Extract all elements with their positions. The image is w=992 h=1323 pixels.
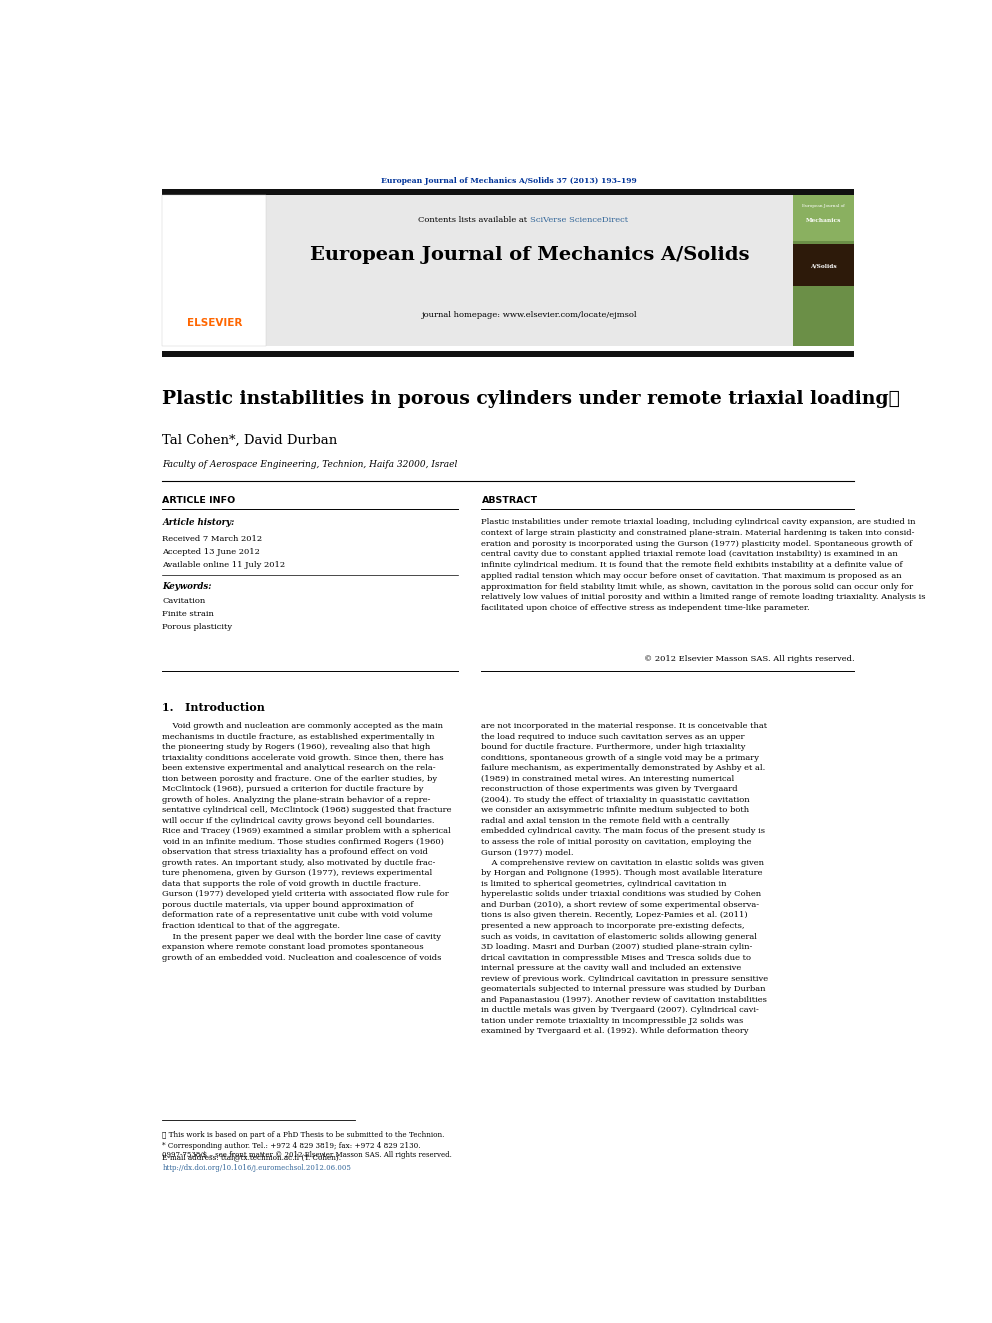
Text: Keywords:: Keywords: [163, 582, 212, 590]
Text: Porous plasticity: Porous plasticity [163, 623, 232, 631]
Text: Faculty of Aerospace Engineering, Technion, Haifa 32000, Israel: Faculty of Aerospace Engineering, Techni… [163, 460, 458, 470]
Text: E-mail address: ttal@tx.technion.ac.il (T. Cohen).: E-mail address: ttal@tx.technion.ac.il (… [163, 1154, 341, 1162]
Text: http://dx.doi.org/10.1016/j.euromechsol.2012.06.005: http://dx.doi.org/10.1016/j.euromechsol.… [163, 1164, 351, 1172]
Text: are not incorporated in the material response. It is conceivable that
the load r: are not incorporated in the material res… [481, 722, 769, 1035]
Text: ELSEVIER: ELSEVIER [186, 318, 242, 328]
Text: Cavitation: Cavitation [163, 597, 205, 605]
Text: Accepted 13 June 2012: Accepted 13 June 2012 [163, 548, 260, 556]
Bar [266, 196, 793, 347]
Text: 1.   Introduction: 1. Introduction [163, 701, 265, 713]
Bar [163, 189, 854, 196]
Bar [163, 352, 854, 357]
Text: ☆ This work is based on part of a PhD Thesis to be submitted to the Technion.: ☆ This work is based on part of a PhD Th… [163, 1131, 444, 1139]
Text: A/Solids: A/Solids [810, 263, 837, 269]
Bar [793, 243, 854, 286]
Text: European Journal of Mechanics A/Solids: European Journal of Mechanics A/Solids [310, 246, 749, 265]
Bar [793, 196, 854, 347]
Text: Plastic instabilities in porous cylinders under remote triaxial loading☆: Plastic instabilities in porous cylinder… [163, 390, 901, 407]
Text: European Journal of: European Journal of [803, 204, 845, 208]
Text: Received 7 March 2012: Received 7 March 2012 [163, 534, 263, 542]
Text: ABSTRACT: ABSTRACT [481, 496, 538, 505]
Text: Contents lists available at: Contents lists available at [418, 216, 530, 224]
Text: journal homepage: www.elsevier.com/locate/ejmsol: journal homepage: www.elsevier.com/locat… [422, 311, 637, 319]
Text: Plastic instabilities under remote triaxial loading, including cylindrical cavit: Plastic instabilities under remote triax… [481, 519, 926, 613]
Text: ARTICLE INFO: ARTICLE INFO [163, 496, 236, 505]
Text: Tal Cohen*, David Durban: Tal Cohen*, David Durban [163, 434, 337, 447]
Text: 0997-7538/$ – see front matter © 2012 Elsevier Masson SAS. All rights reserved.: 0997-7538/$ – see front matter © 2012 El… [163, 1151, 452, 1159]
Text: Available online 11 July 2012: Available online 11 July 2012 [163, 561, 286, 569]
Bar [163, 196, 266, 347]
Text: SciVerse ScienceDirect: SciVerse ScienceDirect [530, 216, 628, 224]
Text: Mechanics: Mechanics [806, 218, 841, 222]
Text: * Corresponding author. Tel.: +972 4 829 3819; fax: +972 4 829 2130.: * Corresponding author. Tel.: +972 4 829… [163, 1142, 421, 1150]
Text: © 2012 Elsevier Masson SAS. All rights reserved.: © 2012 Elsevier Masson SAS. All rights r… [644, 655, 854, 663]
Text: European Journal of Mechanics A/Solids 37 (2013) 193–199: European Journal of Mechanics A/Solids 3… [381, 177, 636, 185]
Bar [793, 196, 854, 241]
Text: Finite strain: Finite strain [163, 610, 214, 618]
Text: Void growth and nucleation are commonly accepted as the main
mechanisms in ducti: Void growth and nucleation are commonly … [163, 722, 452, 962]
Text: Article history:: Article history: [163, 519, 235, 528]
